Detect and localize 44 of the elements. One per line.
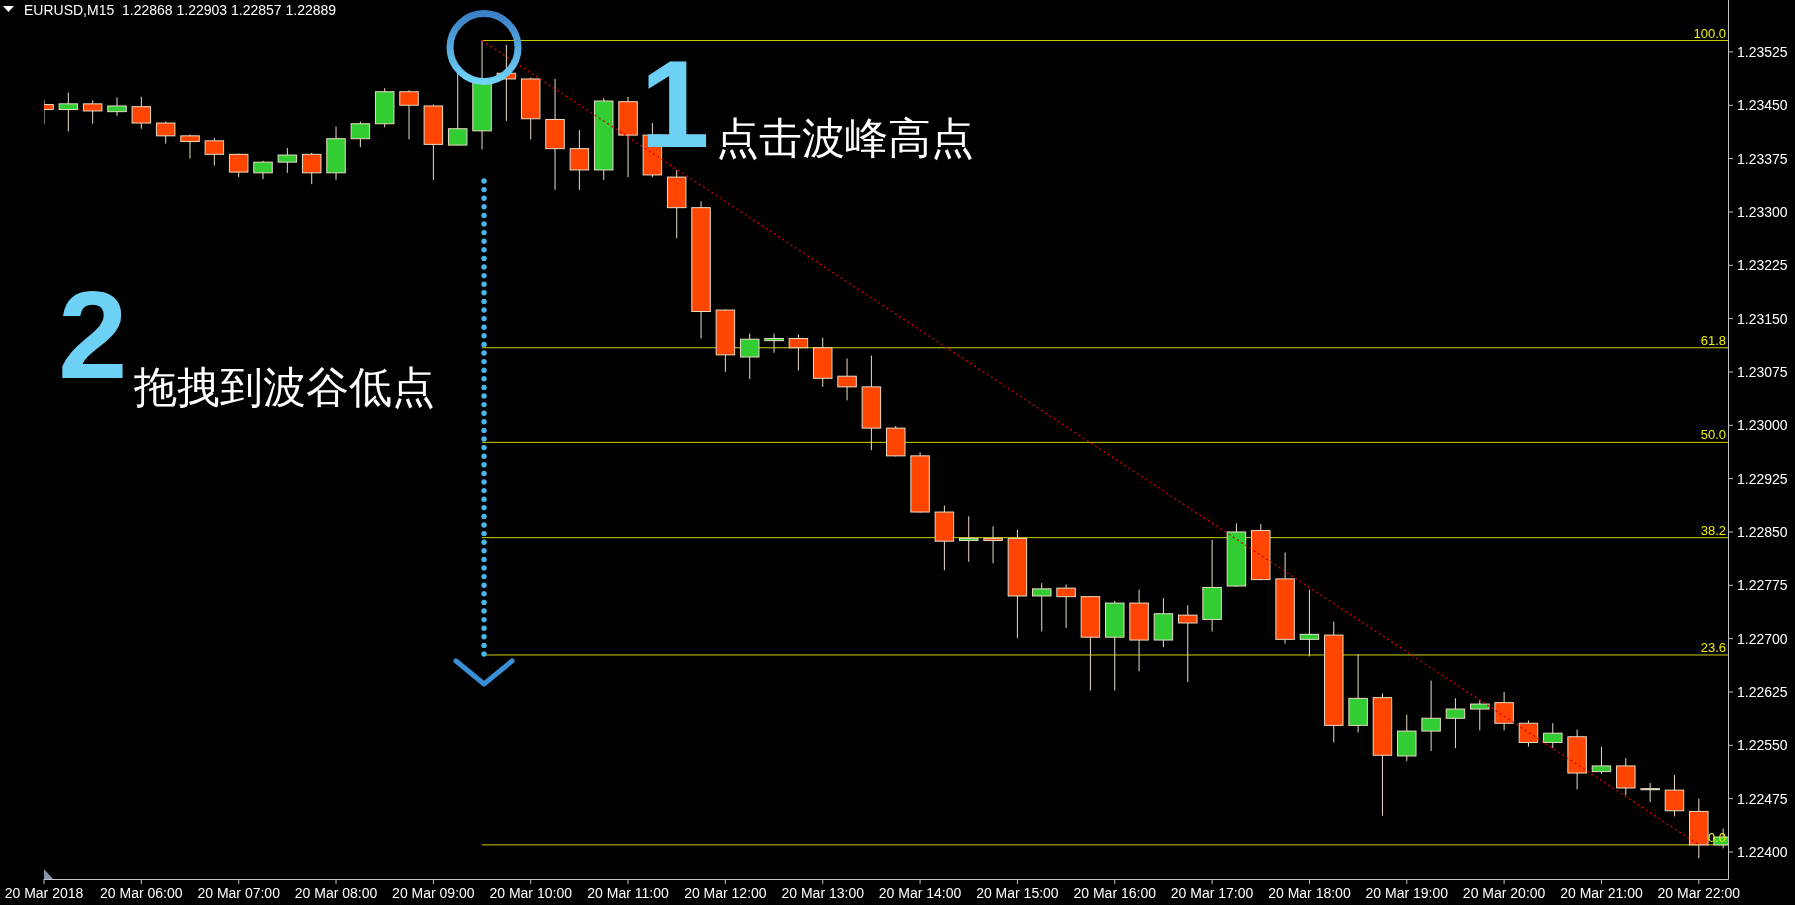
y-tick-label: 1.23450: [1737, 97, 1788, 114]
x-tick-label: 20 Mar 20:00: [1462, 885, 1546, 901]
x-tick-label: 20 Mar 18:00: [1268, 885, 1351, 901]
x-tick-label: 20 Mar 13:00: [781, 885, 865, 901]
annotation: 61.8: [1700, 332, 1726, 348]
y-tick-label: 1.23375: [1737, 150, 1788, 167]
x-tick-label: 20 Mar 11:00: [587, 885, 669, 901]
x-tick-label: 20 Mar 19:00: [1365, 885, 1449, 901]
annotation: 拖拽到波谷低点: [133, 363, 435, 411]
annotation: 23.6: [1700, 639, 1726, 655]
y-tick-label: 1.22475: [1737, 790, 1788, 807]
x-tick-label: 20 Mar 08:00: [294, 885, 378, 901]
y-tick-label: 1.23150: [1737, 310, 1788, 327]
annotation: 2: [58, 265, 128, 404]
annotation: 50.0: [1700, 427, 1726, 443]
x-tick-label: 20 Mar 16:00: [1073, 885, 1157, 901]
y-tick-label: 1.23225: [1737, 257, 1788, 274]
annotation: 1: [640, 34, 710, 173]
x-tick-label: 20 Mar 07:00: [197, 885, 281, 901]
y-tick-label: 1.22775: [1737, 577, 1788, 594]
y-tick-label: 1.23000: [1737, 417, 1788, 434]
y-tick-label: 1.22925: [1737, 470, 1788, 487]
y-tick-label: 1.22625: [1737, 683, 1788, 700]
chart-title: EURUSD,M15 1.22868 1.22903 1.22857 1.22889: [24, 2, 337, 18]
x-tick-label: 20 Mar 14:00: [878, 885, 962, 901]
x-tick-label: 20 Mar 06:00: [100, 885, 183, 901]
y-tick-label: 1.23075: [1737, 363, 1788, 380]
x-tick-label: 20 Mar 10:00: [489, 885, 573, 901]
y-tick-label: 1.22550: [1737, 737, 1788, 754]
x-tick-label: 20 Mar 12:00: [684, 885, 767, 901]
y-tick-label: 1.22850: [1737, 523, 1788, 540]
x-tick-label: 20 Mar 22:00: [1657, 885, 1741, 901]
annotation: 38.2: [1700, 522, 1726, 538]
x-tick-label: 20 Mar 2018: [4, 885, 84, 901]
x-tick-label: 20 Mar 21:00: [1560, 885, 1643, 901]
y-tick-label: 1.22700: [1737, 630, 1788, 647]
x-tick-label: 20 Mar 15:00: [976, 885, 1059, 901]
annotation: 100.0: [1693, 25, 1726, 41]
x-tick-label: 20 Mar 17:00: [1170, 885, 1254, 901]
x-tick-label: 20 Mar 09:00: [392, 885, 475, 901]
annotation: 点击波峰高点: [716, 114, 974, 162]
y-tick-label: 1.23300: [1737, 203, 1788, 220]
y-tick-label: 1.23525: [1737, 43, 1788, 60]
y-tick-label: 1.22400: [1737, 843, 1788, 860]
